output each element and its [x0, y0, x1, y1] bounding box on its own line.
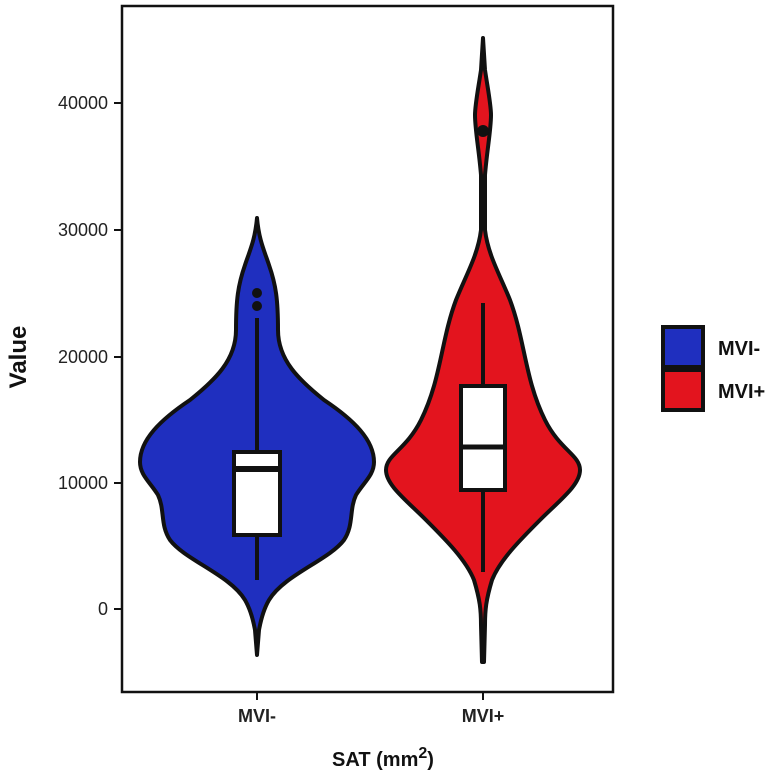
plot-panel	[120, 4, 615, 694]
legend-swatch-mvi-plus	[661, 368, 705, 412]
x-axis: MVI- MVI+	[238, 692, 504, 726]
outlier-point	[252, 288, 262, 298]
y-tick-label: 30000	[58, 220, 108, 240]
y-axis-title: Value	[5, 326, 32, 389]
x-tick-label: MVI-	[238, 706, 276, 726]
legend-label-mvi-minus: MVI-	[718, 338, 760, 360]
y-tick-label: 0	[98, 599, 108, 619]
y-tick-label: 20000	[58, 347, 108, 367]
y-tick-label: 10000	[58, 473, 108, 493]
y-tick-label: 40000	[58, 93, 108, 113]
outlier-point	[477, 125, 489, 137]
legend-swatch-mvi-minus	[661, 325, 705, 369]
legend-label-mvi-plus: MVI+	[718, 381, 765, 403]
legend: MVI- MVI+	[661, 325, 765, 412]
y-axis: 40000 30000 20000 10000 0	[58, 93, 122, 619]
x-axis-title: SAT (mm2)	[332, 745, 434, 771]
violin-mvi-plus	[384, 36, 582, 664]
violin-mvi-minus	[138, 216, 376, 657]
outlier-point	[252, 301, 262, 311]
x-tick-label: MVI+	[462, 706, 505, 726]
